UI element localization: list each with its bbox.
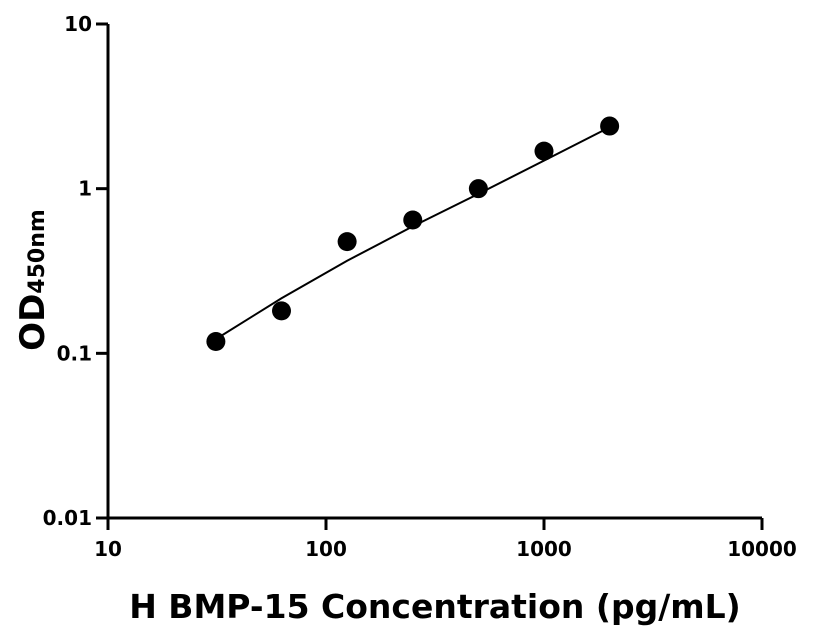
data-point <box>600 116 620 136</box>
axes <box>106 24 762 520</box>
y-tick-label: 10 <box>64 12 92 36</box>
x-tick-label: 1000 <box>516 537 572 561</box>
y-tick-label: 0.1 <box>57 341 92 365</box>
data-points <box>206 116 620 351</box>
y-axis-title: OD450nm <box>13 209 53 351</box>
y-ticks: 0.01 0.1 1 10 <box>43 12 108 530</box>
data-point <box>468 179 488 199</box>
x-ticks: 10 100 1000 10000 <box>94 518 797 561</box>
data-point <box>206 331 226 351</box>
y-axis-title-subscript: 450nm <box>25 209 50 294</box>
x-tick-label: 10000 <box>727 537 797 561</box>
data-point <box>534 141 554 161</box>
x-tick-label: 10 <box>94 537 122 561</box>
data-point <box>403 210 423 230</box>
data-point <box>272 301 292 321</box>
y-tick-label: 0.01 <box>43 506 92 530</box>
x-tick-label: 100 <box>305 537 347 561</box>
data-point <box>337 232 357 252</box>
y-axis-title-main: OD <box>13 294 53 351</box>
x-axis-title: H BMP-15 Concentration (pg/mL) <box>129 587 741 626</box>
svg-text:OD450nm: OD450nm <box>13 209 53 351</box>
y-tick-label: 1 <box>78 177 92 201</box>
